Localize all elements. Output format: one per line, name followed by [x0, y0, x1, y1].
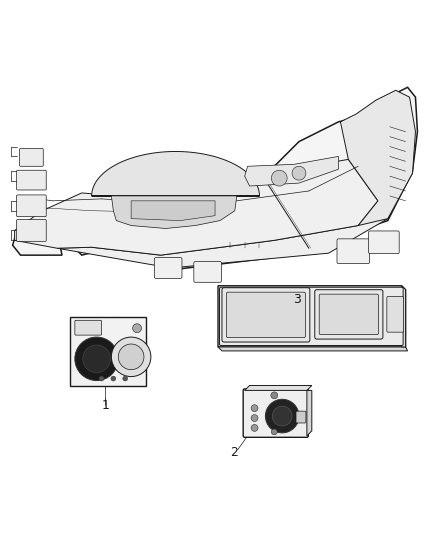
Polygon shape	[131, 201, 215, 221]
Polygon shape	[218, 347, 408, 351]
FancyBboxPatch shape	[17, 170, 46, 190]
Circle shape	[99, 376, 104, 381]
Polygon shape	[245, 385, 312, 390]
Text: 3: 3	[293, 293, 301, 306]
FancyBboxPatch shape	[17, 220, 46, 241]
Polygon shape	[340, 90, 416, 225]
Polygon shape	[218, 286, 406, 347]
FancyBboxPatch shape	[337, 239, 370, 263]
Text: 1: 1	[102, 399, 110, 411]
Circle shape	[292, 166, 306, 180]
Circle shape	[111, 376, 116, 381]
Circle shape	[111, 337, 151, 377]
Circle shape	[83, 345, 110, 373]
Circle shape	[272, 406, 292, 426]
Text: 2: 2	[230, 446, 238, 459]
FancyBboxPatch shape	[319, 294, 378, 335]
FancyBboxPatch shape	[369, 231, 399, 254]
FancyBboxPatch shape	[20, 149, 43, 166]
Circle shape	[133, 324, 141, 333]
FancyBboxPatch shape	[154, 257, 182, 278]
Polygon shape	[57, 173, 413, 268]
FancyBboxPatch shape	[243, 389, 308, 437]
FancyBboxPatch shape	[75, 320, 102, 335]
FancyBboxPatch shape	[296, 411, 306, 423]
FancyBboxPatch shape	[70, 317, 146, 386]
Circle shape	[118, 344, 144, 370]
Circle shape	[251, 405, 258, 411]
Circle shape	[271, 170, 287, 186]
Circle shape	[251, 415, 258, 422]
Polygon shape	[307, 390, 312, 436]
Polygon shape	[402, 286, 406, 347]
Circle shape	[265, 399, 299, 433]
Circle shape	[251, 424, 258, 431]
FancyBboxPatch shape	[219, 287, 403, 345]
FancyBboxPatch shape	[387, 296, 404, 332]
Polygon shape	[92, 151, 259, 196]
Circle shape	[123, 376, 127, 381]
Polygon shape	[245, 156, 339, 186]
Circle shape	[271, 429, 277, 435]
Circle shape	[271, 392, 278, 399]
FancyBboxPatch shape	[226, 292, 305, 337]
Polygon shape	[13, 87, 417, 270]
FancyBboxPatch shape	[17, 195, 46, 216]
FancyBboxPatch shape	[315, 290, 383, 339]
FancyBboxPatch shape	[194, 262, 222, 282]
FancyBboxPatch shape	[222, 288, 310, 342]
Circle shape	[75, 337, 118, 381]
Polygon shape	[14, 159, 378, 255]
Polygon shape	[111, 196, 237, 229]
